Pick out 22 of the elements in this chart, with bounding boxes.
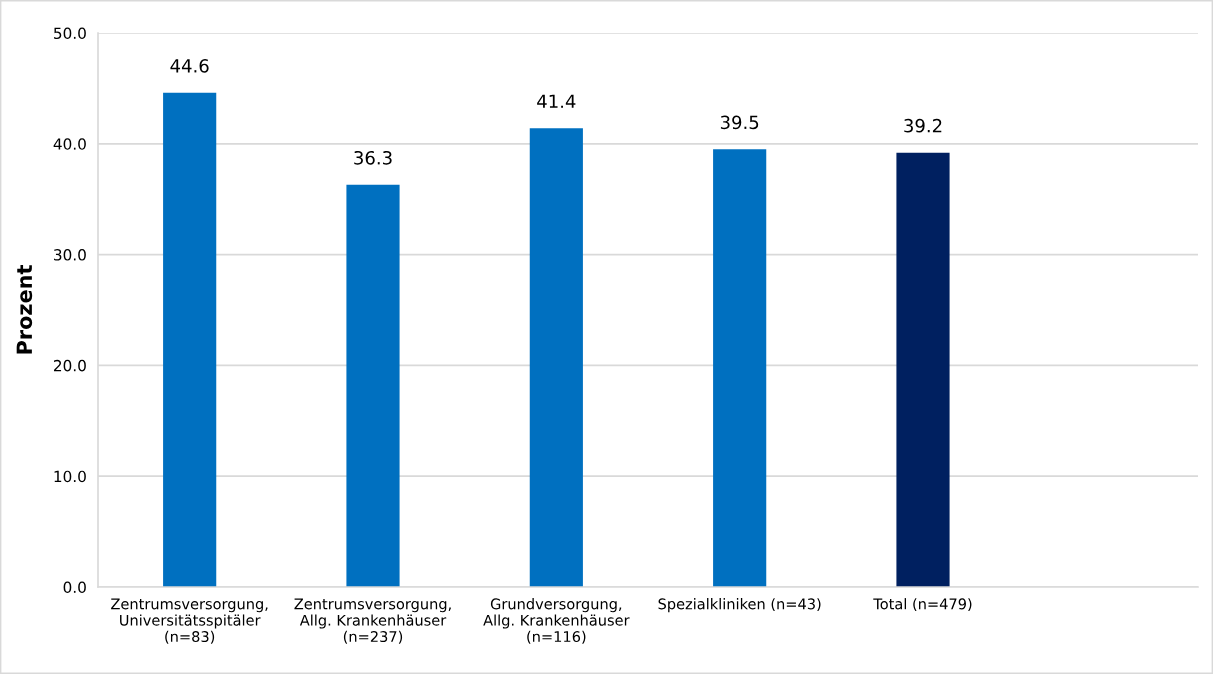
x-tick-label: Total (n=479) (873, 598, 972, 612)
y-tick-label: 0.0 (63, 581, 86, 594)
y-tick-label: 50.0 (54, 27, 86, 40)
x-tick-label: Zentrumsversorgung, Allg. Krankenhäuser (n=237) (294, 598, 451, 644)
y-tick-label: 20.0 (53, 359, 86, 372)
bar (713, 149, 767, 587)
x-tick-label: Grundversorgung, Allg. Krankenhäuser (n=116) (483, 598, 630, 644)
data-label: 36.3 (354, 150, 392, 165)
data-label: 39.2 (904, 118, 942, 133)
data-label: 44.6 (170, 59, 209, 73)
y-tick-label: 40.0 (53, 138, 86, 150)
y-tick-label: 10.0 (54, 470, 86, 483)
bar (163, 92, 217, 587)
data-label: 39.5 (720, 115, 759, 130)
y-axis-title: Prozent (16, 265, 33, 354)
bar (346, 184, 400, 587)
x-tick-label: Zentrumsversorgung, Universitätsspitäler (n=83) (111, 598, 268, 644)
y-tick-label: 30.0 (54, 249, 86, 261)
bar (896, 152, 950, 587)
bar (529, 128, 583, 587)
x-tick-label: Spezialkliniken (n=43) (658, 598, 821, 613)
data-label: 41.4 (537, 94, 576, 108)
